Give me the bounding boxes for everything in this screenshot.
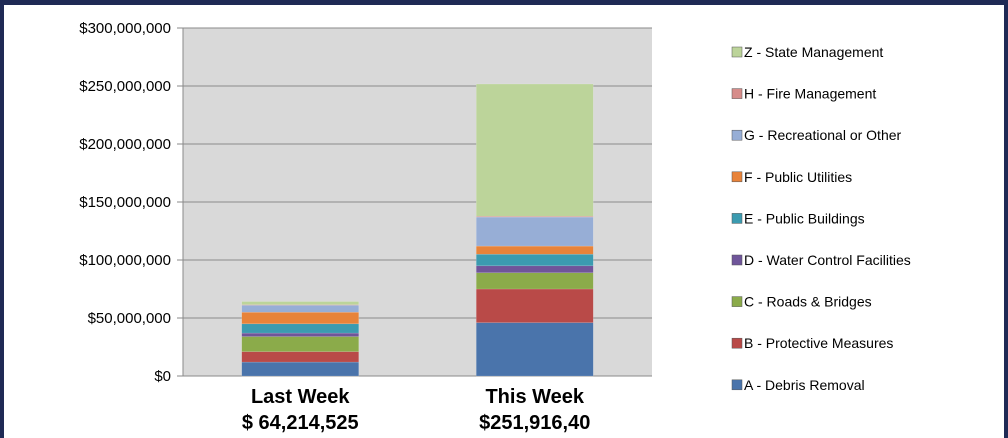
legend-swatch-g-recreational-or-other <box>731 129 743 141</box>
legend-label: A - Debris Removal <box>744 377 865 393</box>
legend-swatch-d-water-control-facilities <box>731 254 743 266</box>
bar-segment-c-roads-bridges <box>476 272 594 290</box>
legend-label: D - Water Control Facilities <box>744 252 911 268</box>
y-tick-label: $50,000,000 <box>88 310 171 327</box>
bar-segment-e-public-buildings <box>476 253 594 267</box>
bar-segment-c-roads-bridges <box>241 336 359 352</box>
x-category-total: $251,916,40 <box>479 412 590 434</box>
legend-label: C - Roads & Bridges <box>744 294 872 310</box>
bar-segment-b-protective-measures <box>241 351 359 363</box>
legend-label: B - Protective Measures <box>744 335 893 351</box>
bar-segment-d-water-control-facilities <box>241 332 359 337</box>
legend-swatch-h-fire-management <box>731 88 743 99</box>
bar-segment-a-debris-removal <box>241 361 359 377</box>
legend-label: E - Public Buildings <box>744 210 865 226</box>
legend-swatch-e-public-buildings <box>731 213 743 224</box>
bar-segment-g-recreational-or-other <box>476 216 594 247</box>
x-category-total: $ 64,214,525 <box>242 412 359 434</box>
y-tick-label: $100,000,000 <box>79 252 171 269</box>
legend-label: H - Fire Management <box>744 86 876 102</box>
y-tick-label: $300,000,000 <box>79 20 171 37</box>
bar-segment-b-protective-measures <box>476 288 594 323</box>
legend-swatch-z-state-management <box>731 46 743 58</box>
legend-swatch-f-public-utilities <box>731 171 743 183</box>
bar-segment-z-state-management <box>241 301 359 305</box>
bar-segment-a-debris-removal <box>476 322 594 377</box>
y-tick-label: $200,000,000 <box>79 136 171 153</box>
bar-segment-f-public-utilities <box>476 245 594 255</box>
legend-label: Z - State Management <box>744 44 883 60</box>
legend-label: F - Public Utilities <box>744 169 852 185</box>
x-category-label: This Week <box>485 386 584 408</box>
legend-swatch-a-debris-removal <box>731 379 743 391</box>
legend-label: G - Recreational or Other <box>744 127 902 143</box>
bar-segment-e-public-buildings <box>241 323 359 334</box>
bar-segment-f-public-utilities <box>241 311 359 325</box>
bar-segment-g-recreational-or-other <box>241 304 359 313</box>
y-tick-label: $0 <box>154 368 171 385</box>
y-tick-label: $150,000,000 <box>79 194 171 211</box>
legend-swatch-b-protective-measures <box>731 337 743 349</box>
bar-segment-d-water-control-facilities <box>476 265 594 274</box>
x-category-label: Last Week <box>251 386 350 408</box>
legend-swatch-c-roads-bridges <box>731 296 743 307</box>
y-tick-label: $250,000,000 <box>79 78 171 95</box>
bar-segment-z-state-management <box>476 83 594 217</box>
